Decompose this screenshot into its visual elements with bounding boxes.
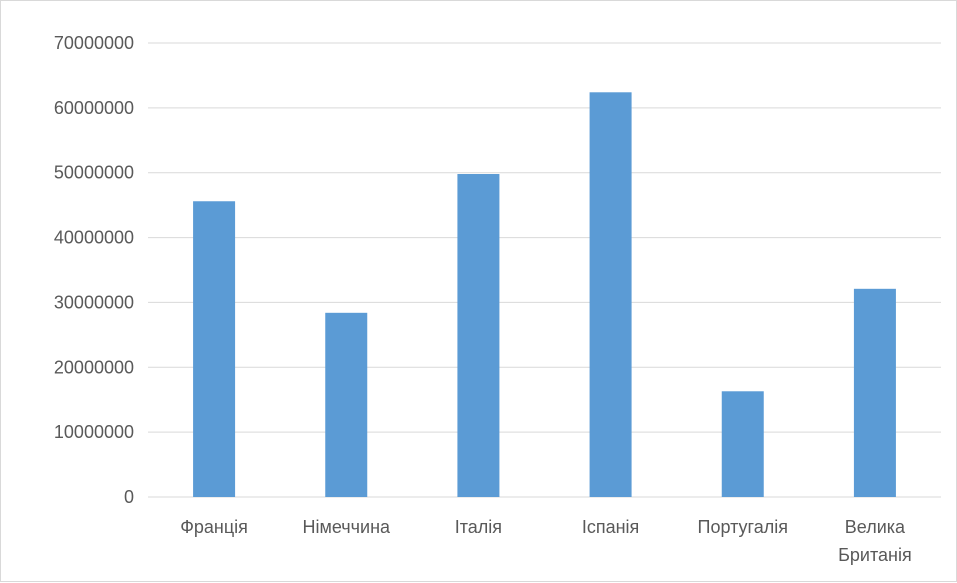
x-tick-label: Італія <box>455 517 502 537</box>
y-tick-label: 20000000 <box>54 357 134 377</box>
bar <box>325 312 368 497</box>
bar <box>193 201 236 497</box>
bar <box>721 391 764 497</box>
y-tick-label: 40000000 <box>54 228 134 248</box>
bar <box>589 92 632 497</box>
bar <box>853 288 896 497</box>
x-tick-label: Німеччина <box>302 517 391 537</box>
y-tick-label: 0 <box>124 487 134 507</box>
x-tick-label: Португалія <box>698 517 788 537</box>
y-tick-label: 50000000 <box>54 163 134 183</box>
x-tick-label: Франція <box>180 517 248 537</box>
x-tick-label: Іспанія <box>582 517 639 537</box>
bar <box>457 174 500 498</box>
y-tick-label: 30000000 <box>54 292 134 312</box>
y-tick-label: 70000000 <box>54 33 134 53</box>
y-tick-label: 10000000 <box>54 422 134 442</box>
y-tick-label: 60000000 <box>54 98 134 118</box>
x-tick-label: Велика Британія <box>838 517 912 565</box>
